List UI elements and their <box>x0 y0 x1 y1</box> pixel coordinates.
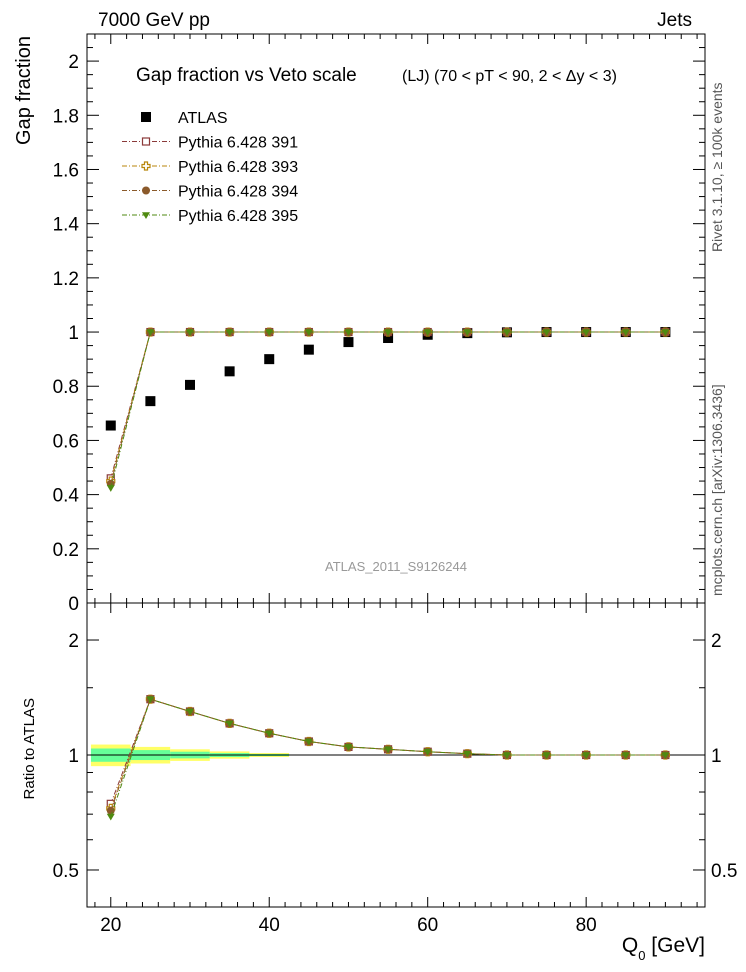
y-tick-label: 0.2 <box>53 540 79 561</box>
point-pythia-6-428-395 <box>225 720 234 728</box>
x-axis-label: Q0 [GeV] <box>622 934 705 963</box>
ratio-y-axis-label: Ratio to ATLAS <box>21 698 38 799</box>
y-tick-label: 0 <box>68 594 79 615</box>
point-pythia-6-428-395 <box>265 730 274 738</box>
point-pythia-6-428-395 <box>502 329 511 337</box>
point-pythia-6-428-395 <box>463 329 472 337</box>
main-panel: 0 0.2 0.4 0.6 0.8 1 1.2 1.4 1.6 1.8 2 <box>53 33 706 615</box>
point-pythia-6-428-395 <box>304 329 313 337</box>
point-pythia-6-428-395 <box>384 329 393 337</box>
x-tick-label: 60 <box>417 915 438 936</box>
point-pythia-6-428-395 <box>344 744 353 751</box>
point-pythia-6-428-395 <box>265 329 274 337</box>
y-tick-label: 0.4 <box>53 486 80 507</box>
point-atlas <box>185 379 195 390</box>
series-line-pythia-6-428-395 <box>110 331 666 488</box>
point-pythia-6-428-395 <box>186 708 194 716</box>
energy-label: 7000 GeV pp <box>98 10 210 31</box>
y-tick-label: 1 <box>68 323 79 344</box>
point-pythia-6-428-395 <box>304 738 313 746</box>
x-tick-label: 20 <box>100 915 121 936</box>
point-atlas <box>224 366 235 377</box>
ratio-y-tick-label-right: 2 <box>711 631 722 652</box>
mcplots-label: mcplots.cern.ch [arXiv:1306.3436] <box>709 384 725 596</box>
series-line-pythia-6-428-391 <box>110 331 666 479</box>
y-tick-label: 1.8 <box>53 106 79 127</box>
point-atlas <box>105 420 116 431</box>
ratio-y-tick-label-left: 2 <box>68 631 79 652</box>
y-tick-label: 2 <box>68 52 79 73</box>
legend-label: Pythia 6.428 394 <box>178 184 298 201</box>
y-tick-label: 0.6 <box>53 431 79 452</box>
point-pythia-6-428-395 <box>542 329 551 337</box>
ratio-y-tick-label-right: 0.5 <box>711 861 737 882</box>
point-pythia-6-428-395 <box>582 752 591 759</box>
legend-marker <box>141 161 151 171</box>
point-pythia-6-428-395 <box>106 813 115 821</box>
x-tick-label: 80 <box>576 915 597 936</box>
ratio-y-tick-label-left: 0.5 <box>53 861 79 882</box>
point-pythia-6-428-395 <box>502 752 511 759</box>
point-pythia-6-428-395 <box>621 329 630 337</box>
y-axis-label: Gap fraction <box>13 36 35 145</box>
legend-marker <box>141 137 151 146</box>
series-line-pythia-6-428-394 <box>110 331 666 484</box>
point-pythia-6-428-395 <box>106 485 115 492</box>
y-tick-label: 0.8 <box>53 377 79 398</box>
legend-label: Pythia 6.428 391 <box>178 135 298 152</box>
point-pythia-6-428-395 <box>661 752 670 759</box>
analysis-tag: ATLAS_2011_S9126244 <box>325 559 467 574</box>
legend-label: Pythia 6.428 393 <box>178 159 298 176</box>
point-pythia-6-428-395 <box>146 696 155 704</box>
y-tick-label: 1.2 <box>53 269 79 290</box>
legend-marker <box>141 112 151 122</box>
point-pythia-6-428-395 <box>423 329 432 337</box>
point-atlas <box>145 396 156 407</box>
point-pythia-6-428-395 <box>344 329 353 337</box>
point-pythia-6-428-395 <box>384 746 393 754</box>
point-pythia-6-428-395 <box>582 329 591 337</box>
point-pythia-6-428-395 <box>661 329 670 337</box>
point-pythia-6-428-395 <box>146 329 155 337</box>
x-tick-label: 40 <box>259 915 280 936</box>
point-pythia-6-428-395 <box>186 329 194 337</box>
plot-subtitle: (LJ) (70 < pT < 90, 2 < Δy < 3) <box>402 68 617 85</box>
point-atlas <box>383 333 394 344</box>
point-atlas <box>343 337 354 348</box>
process-label: Jets <box>657 10 692 31</box>
series-line-pythia-6-428-393 <box>110 331 666 482</box>
y-tick-label: 1.6 <box>53 160 79 181</box>
point-pythia-6-428-395 <box>225 329 234 337</box>
legend-marker <box>142 212 150 219</box>
point-pythia-6-428-395 <box>463 750 472 758</box>
y-tick-label: 1.4 <box>53 215 80 236</box>
plot-title: Gap fraction vs Veto scale <box>136 65 357 86</box>
point-atlas <box>264 354 275 365</box>
legend-label: ATLAS <box>178 110 228 127</box>
rivet-version-label: Rivet 3.1.10, ≥ 100k events <box>709 82 725 252</box>
ratio-y-tick-label-left: 1 <box>68 746 79 767</box>
ratio-y-tick-label-right: 1 <box>711 746 722 767</box>
ratio-panel: 0.5 0.5 1 1 2 2 20 40 60 80 <box>53 602 737 936</box>
point-pythia-6-428-395 <box>621 752 630 759</box>
legend-label: Pythia 6.428 395 <box>178 208 298 225</box>
point-atlas <box>303 344 314 355</box>
legend-marker <box>142 186 150 195</box>
legend: ATLAS Pythia 6.428 391 Pythia 6.428 393 Pyt… <box>122 110 298 225</box>
point-pythia-6-428-394 <box>106 806 115 815</box>
point-pythia-6-428-395 <box>542 752 551 759</box>
point-pythia-6-428-395 <box>423 748 432 756</box>
